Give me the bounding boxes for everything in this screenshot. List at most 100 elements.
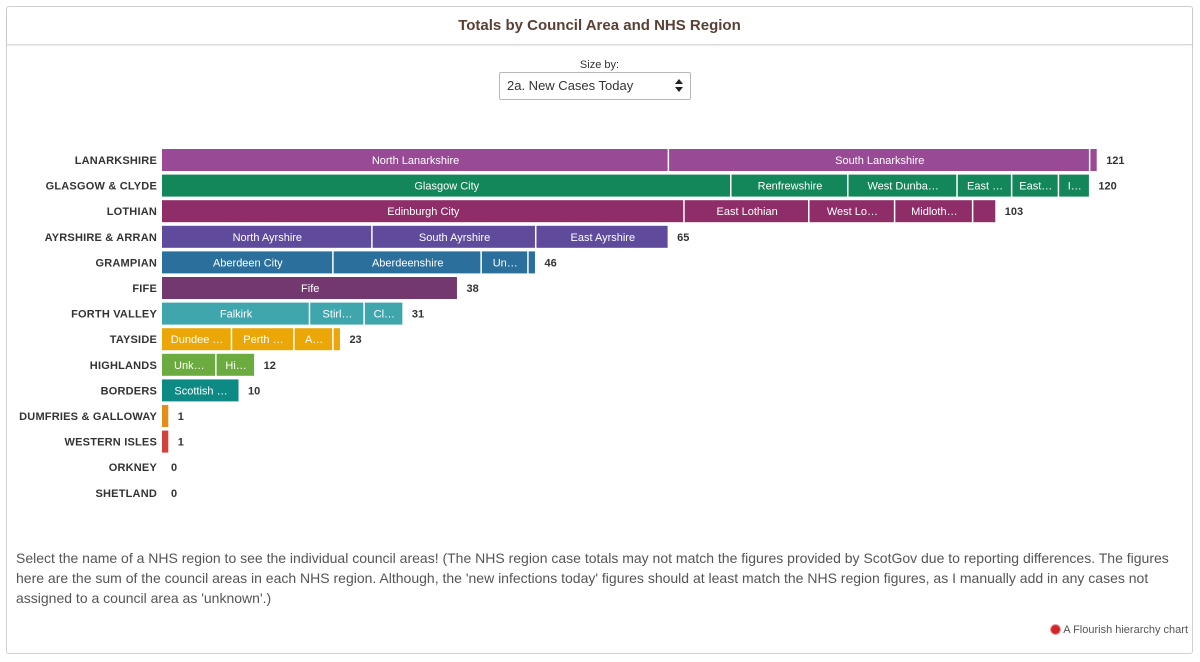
segment-label: Midloth… — [911, 206, 957, 218]
size-by-selected-value: 2a. New Cases Today — [507, 78, 634, 93]
region-label[interactable]: GLASGOW & CLYDE — [46, 181, 157, 193]
region-total: 1 — [178, 411, 184, 423]
segment-label: Perth … — [243, 334, 283, 346]
bar-segment[interactable] — [481, 251, 528, 274]
bar-segment[interactable] — [232, 328, 294, 351]
region-row-lanarkshire[interactable]: LANARKSHIRE North Lanarkshire South Lanark… — [75, 149, 1125, 171]
region-row-tayside[interactable]: TAYSIDE Dundee … Perth … A… 23 — [110, 328, 362, 351]
bar-segment[interactable] — [1012, 174, 1058, 197]
region-label[interactable]: TAYSIDE — [110, 334, 157, 346]
segment-label: Unk… — [174, 360, 205, 372]
bar-segment[interactable] — [162, 405, 169, 427]
bar-segment[interactable] — [162, 225, 372, 248]
segment-label: Aberdeen City — [213, 257, 283, 269]
region-label[interactable]: GRAMPIAN — [96, 257, 158, 269]
region-label[interactable]: HIGHLANDS — [90, 360, 157, 372]
region-label[interactable]: ORKNEY — [109, 462, 158, 474]
region-total: 12 — [264, 360, 276, 372]
region-row-forth-valley[interactable]: FORTH VALLEY Falkirk Stirl… Cl… 31 — [71, 302, 424, 325]
bar-segment[interactable] — [536, 225, 668, 248]
region-label[interactable]: DUMFRIES & GALLOWAY — [19, 411, 157, 423]
region-label[interactable]: WESTERN ISLES — [65, 437, 157, 449]
bar-segment[interactable] — [162, 302, 309, 325]
bar-segment[interactable] — [1059, 174, 1089, 197]
segment-label: East Ayrshire — [570, 232, 635, 244]
region-row-shetland[interactable]: SHETLAND 0 — [96, 488, 178, 500]
bar-segment[interactable] — [216, 353, 255, 376]
bar-segment[interactable] — [731, 174, 848, 197]
size-by-select[interactable]: 2a. New Cases Today — [499, 72, 691, 100]
segment-label: East Lothian — [717, 206, 778, 218]
bar-segment[interactable] — [684, 200, 809, 223]
region-row-glasgow-clyde[interactable]: GLASGOW & CLYDE Glasgow City Renfrewshire W… — [46, 174, 1117, 197]
region-total: 31 — [412, 309, 424, 321]
region-row-borders[interactable]: BORDERS Scottish … 10 — [101, 379, 261, 402]
bar-segment[interactable] — [162, 379, 239, 402]
region-row-grampian[interactable]: GRAMPIAN Aberdeen City Aberdeenshire Un… 46 — [96, 251, 557, 274]
region-row-highlands[interactable]: HIGHLANDS Unk… Hi… 12 — [90, 353, 276, 376]
segment-label: A… — [305, 334, 323, 346]
region-row-western-isles[interactable]: WESTERN ISLES 1 — [65, 430, 184, 453]
flourish-logo-icon — [1051, 625, 1061, 634]
bar-segment[interactable] — [957, 174, 1011, 197]
segment-label: North Lanarkshire — [372, 155, 459, 167]
bar-segment[interactable] — [162, 149, 668, 171]
bar-segment[interactable] — [333, 251, 481, 274]
bar-segment[interactable] — [310, 302, 364, 325]
flourish-credit[interactable]: A Flourish hierarchy chart — [1051, 624, 1188, 636]
region-total: 120 — [1098, 181, 1116, 193]
region-label[interactable]: LOTHIAN — [107, 206, 157, 218]
segment-label: Glasgow City — [414, 181, 479, 193]
bar-segment[interactable] — [848, 174, 957, 197]
bar-segment[interactable] — [669, 149, 1089, 171]
select-arrows-icon — [675, 76, 685, 96]
bar-segment[interactable] — [1090, 149, 1097, 171]
bar-segment[interactable] — [364, 302, 403, 325]
bar-segment[interactable] — [162, 200, 684, 223]
bar-segment[interactable] — [895, 200, 972, 223]
segment-label: West Dunba… — [867, 181, 938, 193]
chart-title: Totals by Council Area and NHS Region — [7, 7, 1192, 45]
segment-label: Edinburgh City — [387, 206, 460, 218]
bar-segment[interactable] — [372, 225, 535, 248]
region-row-lothian[interactable]: LOTHIAN Edinburgh City East Lothian West Lo… — [107, 200, 1023, 223]
bar-segment[interactable] — [162, 277, 457, 299]
size-by-label: Size by: — [579, 59, 620, 71]
credit-text: A Flourish hierarchy chart — [1063, 624, 1188, 636]
segment-label: I… — [1068, 181, 1082, 193]
segment-label: Stirl… — [323, 309, 353, 321]
region-label[interactable]: FORTH VALLEY — [71, 309, 157, 321]
region-row-orkney[interactable]: ORKNEY 0 — [109, 462, 177, 474]
region-total: 23 — [349, 334, 361, 346]
segment-label: Renfrewshire — [758, 181, 823, 193]
bar-segment[interactable] — [333, 328, 340, 351]
region-label[interactable]: AYRSHIRE & ARRAN — [45, 232, 157, 244]
bar-segment[interactable] — [162, 430, 169, 453]
segment-label: Falkirk — [220, 309, 253, 321]
segment-label: West Lo… — [827, 206, 878, 218]
segment-label: Scottish … — [174, 385, 227, 397]
region-total: 38 — [466, 283, 478, 295]
bar-segment[interactable] — [294, 328, 333, 351]
region-label[interactable]: FIFE — [132, 283, 157, 295]
bar-segment[interactable] — [973, 200, 996, 223]
bar-segment[interactable] — [162, 251, 333, 274]
segment-label: Aberdeenshire — [372, 257, 444, 269]
segment-label: Cl… — [374, 309, 395, 321]
bar-segment[interactable] — [809, 200, 894, 223]
bar-segment[interactable] — [162, 328, 231, 351]
region-label[interactable]: SHETLAND — [96, 488, 158, 500]
region-total: 0 — [171, 462, 177, 474]
segment-label: Hi… — [225, 360, 246, 372]
region-total: 103 — [1005, 206, 1023, 218]
region-row-ayrshire-arran[interactable]: AYRSHIRE & ARRAN North Ayrshire South Ayrs… — [45, 225, 690, 248]
region-total: 46 — [544, 257, 556, 269]
segment-label: Dundee … — [171, 334, 224, 346]
region-row-fife[interactable]: FIFE Fife 38 — [132, 277, 479, 299]
bar-segment[interactable] — [162, 353, 216, 376]
bar-segment[interactable] — [162, 174, 731, 197]
bar-segment[interactable] — [528, 251, 535, 274]
region-row-dumfries-galloway[interactable]: DUMFRIES & GALLOWAY 1 — [19, 405, 184, 427]
region-label[interactable]: BORDERS — [101, 385, 157, 397]
region-label[interactable]: LANARKSHIRE — [75, 155, 157, 167]
